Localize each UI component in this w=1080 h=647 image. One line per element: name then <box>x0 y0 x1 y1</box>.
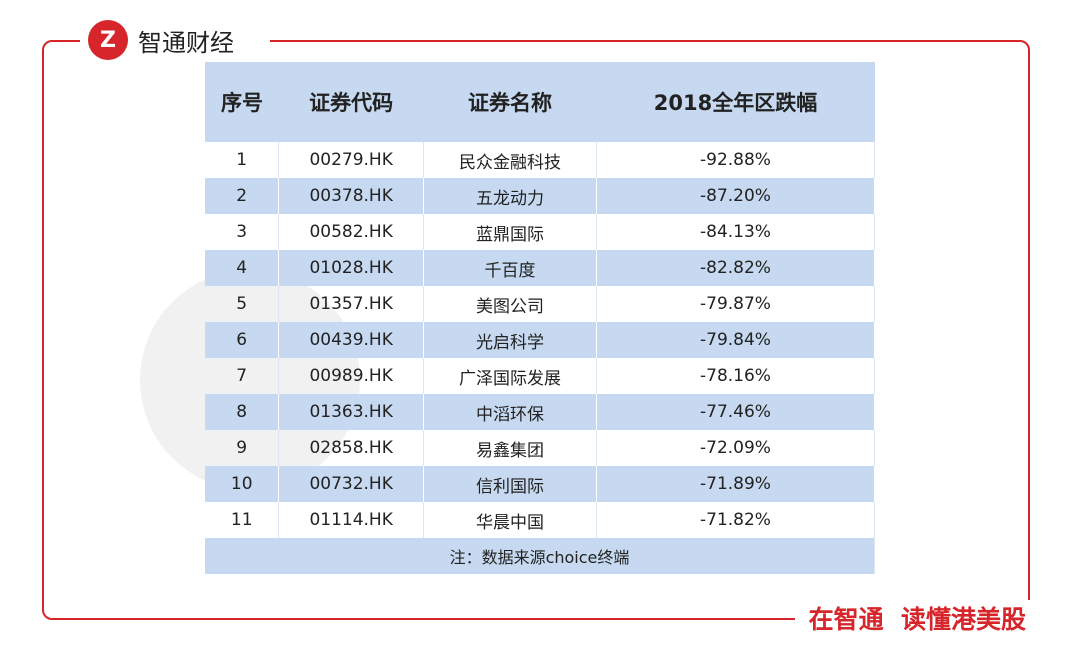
table-cell: -87.20% <box>596 178 876 214</box>
table-cell: 9 <box>205 430 280 466</box>
table-cell: 5 <box>205 286 280 322</box>
table-cell: -77.46% <box>596 394 876 430</box>
table-cell: 中滔环保 <box>423 394 597 430</box>
table-cell: 11 <box>205 502 280 538</box>
column-header: 证券名称 <box>423 62 597 142</box>
table-cell: 01357.HK <box>278 286 424 322</box>
table-cell: 美图公司 <box>423 286 597 322</box>
table-cell: 2 <box>205 178 280 214</box>
table-row: 11 01114.HK 华晨中国 -71.82% <box>205 502 876 538</box>
table-cell: 00439.HK <box>278 322 424 358</box>
table-row: 6 00439.HK 光启科学 -79.84% <box>205 322 876 358</box>
table-cell: 4 <box>205 250 280 286</box>
data-table: 序号 证券代码 证券名称 2018全年区跌幅 1 00279.HK 民众金融科技 -92.8… <box>205 62 876 574</box>
table-row: 2 00378.HK 五龙动力 -87.20% <box>205 178 876 214</box>
table-row: 1 00279.HK 民众金融科技 -92.88% <box>205 142 876 178</box>
table-row: 10 00732.HK 信利国际 -71.89% <box>205 466 876 502</box>
table-cell: 7 <box>205 358 280 394</box>
table-cell: 易鑫集团 <box>423 430 597 466</box>
logo: Z <box>88 20 128 60</box>
brand-name: 智通财经 <box>138 28 234 57</box>
table-row: 7 00989.HK 广泽国际发展 -78.16% <box>205 358 876 394</box>
table-row: 8 01363.HK 中滔环保 -77.46% <box>205 394 876 430</box>
table-cell: -79.84% <box>596 322 876 358</box>
table-cell: 02858.HK <box>278 430 424 466</box>
table-note: 注：数据来源choice终端 <box>205 538 875 574</box>
table-cell: 光启科学 <box>423 322 597 358</box>
table-body: 1 00279.HK 民众金融科技 -92.88% 2 00378.HK 五龙动力 -87.2… <box>205 142 876 574</box>
table-cell: 千百度 <box>423 250 597 286</box>
column-header: 2018全年区跌幅 <box>596 62 875 142</box>
table-row: 4 01028.HK 千百度 -82.82% <box>205 250 876 286</box>
column-header: 序号 <box>205 62 279 142</box>
table-cell: -71.89% <box>596 466 876 502</box>
table-cell: 6 <box>205 322 280 358</box>
table-cell: -71.82% <box>596 502 876 538</box>
header-row: 序号 证券代码 证券名称 2018全年区跌幅 <box>205 62 875 142</box>
table-row: 3 00582.HK 蓝鼎国际 -84.13% <box>205 214 876 250</box>
brand-header: Z 智通财经 <box>80 18 270 62</box>
table-row: 9 02858.HK 易鑫集团 -72.09% <box>205 430 876 466</box>
table-cell: 00582.HK <box>278 214 424 250</box>
table-cell: 蓝鼎国际 <box>423 214 597 250</box>
table-row: 5 01357.HK 美图公司 -79.87% <box>205 286 876 322</box>
table-cell: 10 <box>205 466 280 502</box>
note-row: 注：数据来源choice终端 <box>205 538 875 574</box>
table-cell: -78.16% <box>596 358 876 394</box>
slogan: 在智通 读懂港美股 <box>794 600 1040 636</box>
table-cell: 3 <box>205 214 280 250</box>
table-cell: 信利国际 <box>423 466 597 502</box>
table-cell: 1 <box>205 142 280 178</box>
table-cell: -79.87% <box>596 286 876 322</box>
column-header: 证券代码 <box>278 62 424 142</box>
table-cell: -84.13% <box>596 214 876 250</box>
table-cell: 01028.HK <box>278 250 424 286</box>
table-cell: 五龙动力 <box>423 178 597 214</box>
table-cell: 00732.HK <box>278 466 424 502</box>
table-cell: 00989.HK <box>278 358 424 394</box>
table-cell: -82.82% <box>596 250 876 286</box>
table-cell: 01114.HK <box>278 502 424 538</box>
table-cell: -92.88% <box>596 142 876 178</box>
table-cell: 华晨中国 <box>423 502 597 538</box>
table-cell: 01363.HK <box>278 394 424 430</box>
table-cell: 00378.HK <box>278 178 424 214</box>
table-cell: 8 <box>205 394 280 430</box>
table-cell: 00279.HK <box>278 142 424 178</box>
table-cell: 民众金融科技 <box>423 142 597 178</box>
frame <box>42 40 1030 620</box>
table-cell: -72.09% <box>596 430 876 466</box>
table-cell: 广泽国际发展 <box>423 358 597 394</box>
